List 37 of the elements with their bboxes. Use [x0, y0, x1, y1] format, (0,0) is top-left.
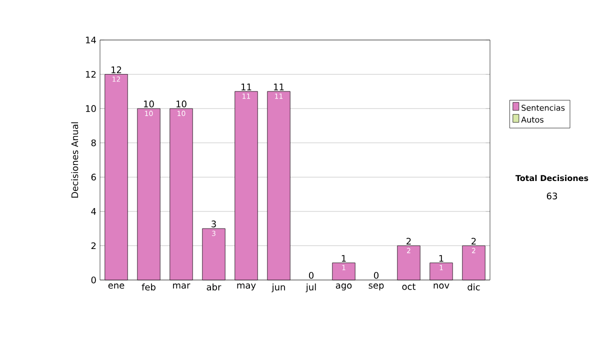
- x-tick-label: jun: [272, 284, 285, 292]
- text: Total Decisiones: [515, 174, 588, 182]
- legend-label: Sentencias: [522, 104, 565, 111]
- total-label: 0: [374, 272, 379, 279]
- x-tick-label: mar: [173, 284, 190, 289]
- y-tick-label: 6: [91, 174, 96, 181]
- y-tick-label: 10: [86, 105, 96, 112]
- total-label: 1: [439, 255, 444, 262]
- y-tick-label: 4: [91, 208, 96, 215]
- text: 63: [546, 192, 557, 200]
- x-tick-label: jul: [306, 284, 316, 292]
- y-tick-label: 2: [91, 242, 96, 250]
- x-tick-label: nov: [434, 284, 450, 289]
- total-label: 10: [144, 100, 154, 108]
- x-tick-label: may: [237, 284, 256, 290]
- x-tick-label: feb: [142, 284, 156, 290]
- x-tick-label: abr: [206, 284, 222, 290]
- total-label: 11: [274, 84, 284, 90]
- y-tick-label: 12: [86, 70, 96, 78]
- total-label: 10: [176, 100, 186, 108]
- x-tick-label: ene: [108, 284, 124, 289]
- y-tick-label: 8: [91, 139, 96, 146]
- total-label: 2: [472, 238, 476, 245]
- total-label: 1: [342, 255, 346, 262]
- y-tick-label: 0: [91, 276, 96, 284]
- total-label: 2: [406, 238, 411, 245]
- y-axis-title: Decisiones Anual: [71, 122, 78, 198]
- x-tick-label: ago: [336, 284, 352, 290]
- legend-label: Autos: [521, 116, 544, 123]
- x-tick-label: sep: [368, 284, 384, 290]
- x-tick-label: oct: [402, 284, 416, 290]
- total-label: 0: [308, 272, 314, 279]
- total-label: 12: [112, 66, 122, 74]
- y-tick-label: 14: [86, 36, 96, 44]
- total-label: 11: [242, 84, 252, 90]
- total-label: 3: [212, 220, 216, 228]
- x-tick-label: dic: [468, 284, 480, 290]
